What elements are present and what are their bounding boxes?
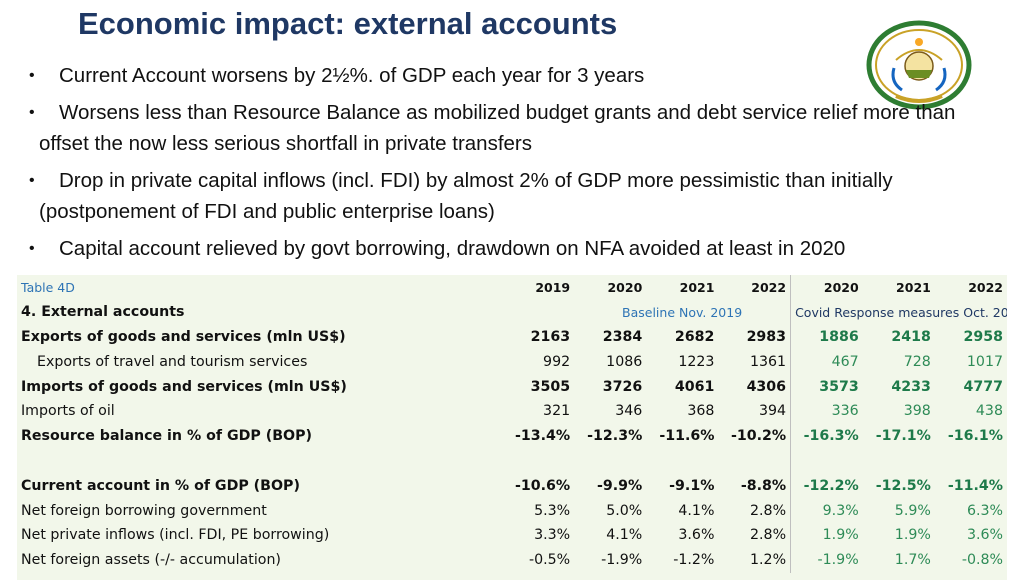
- bullet-dot-icon: •: [29, 104, 35, 121]
- table-row: Current account in % of GDP (BOP) -10.6%…: [17, 473, 1007, 499]
- table-row: Net foreign assets (-/- accumulation) -0…: [17, 547, 1007, 573]
- page-title: Economic impact: external accounts: [78, 6, 618, 41]
- table-spacer-row: [17, 448, 1007, 474]
- bullet-item: • Worsens less than Resource Balance as m…: [22, 97, 982, 159]
- table-row: Exports of goods and services (mln US$) …: [17, 324, 1007, 350]
- table-row: Exports of travel and tourism services 9…: [17, 349, 1007, 375]
- section-label: 4. External accounts: [21, 304, 185, 321]
- table-row: Imports of oil 321 346 368 394 336 398 4…: [17, 398, 1007, 424]
- table-row: Net foreign borrowing government 5.3% 5.…: [17, 498, 1007, 523]
- table-caption: Table 4D: [21, 279, 75, 295]
- coat-of-arms-emblem: [866, 20, 972, 110]
- year-header: 2020: [607, 279, 643, 295]
- table-4d: Table 4D 2019 2020 2021 2022 2020 2021 2…: [17, 275, 1007, 580]
- bullet-item: • Drop in private capital inflows (incl. …: [22, 165, 982, 227]
- table-row: Resource balance in % of GDP (BOP) -13.4…: [17, 423, 1007, 449]
- table-row: Imports of goods and services (mln US$) …: [17, 374, 1007, 399]
- table-row: Net private inflows (incl. FDI, PE borro…: [17, 522, 1007, 548]
- year-header: 2022: [718, 275, 792, 300]
- year-header: 2021: [896, 279, 931, 295]
- table-header-row: Table 4D 2019 2020 2021 2022 2020 2021 2…: [17, 275, 1007, 300]
- bullet-dot-icon: •: [29, 172, 35, 189]
- table-subheader-row: 4. External accounts Baseline Nov. 2019 …: [17, 299, 1007, 325]
- bullet-item: • Capital account relieved by govt borrow…: [22, 233, 982, 264]
- year-header: 2019: [535, 279, 571, 295]
- covid-label: Covid Response measures Oct. 2020: [795, 304, 1007, 320]
- year-header: 2020: [823, 279, 859, 295]
- year-header: 2022: [968, 279, 1003, 295]
- bullet-item: • Current Account worsens by 2½%. of GDP …: [22, 60, 982, 91]
- baseline-label: Baseline Nov. 2019: [574, 299, 792, 325]
- year-header: 2021: [679, 279, 715, 295]
- bullet-dot-icon: •: [29, 67, 35, 84]
- bullet-dot-icon: •: [29, 240, 35, 257]
- bullet-list: • Current Account worsens by 2½%. of GDP …: [22, 60, 982, 270]
